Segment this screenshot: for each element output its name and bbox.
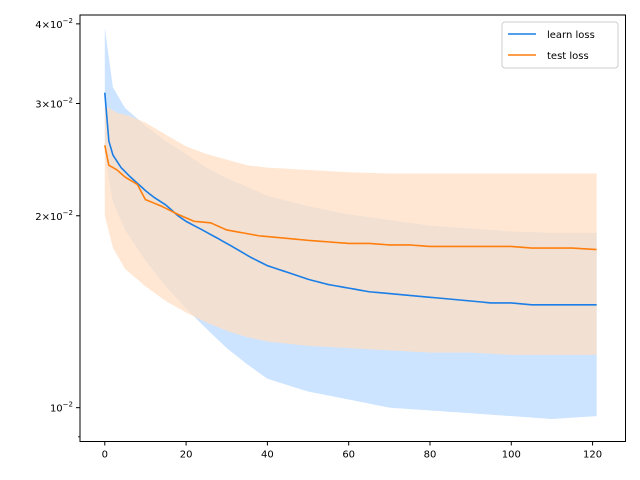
x-tick-label: 100 xyxy=(502,450,521,461)
y-tick-label: 2×10−2 xyxy=(35,209,73,223)
x-tick-label: 0 xyxy=(102,450,108,461)
y-tick-label: 3×10−2 xyxy=(35,97,73,111)
confidence-bands xyxy=(104,28,597,419)
learn-loss-legend-label: learn loss xyxy=(547,30,595,41)
y-tick-label: 10−2 xyxy=(50,401,73,415)
learn-loss-line xyxy=(104,92,597,306)
x-tick-label: 40 xyxy=(261,450,274,461)
test-loss-legend-label: test loss xyxy=(547,51,589,62)
x-tick-label: 80 xyxy=(424,450,437,461)
series-lines xyxy=(104,92,597,306)
test-loss-band xyxy=(104,105,597,355)
y-tick-label: 4×10−2 xyxy=(35,17,73,31)
test-loss-line xyxy=(104,145,597,251)
legend: learn loss test loss xyxy=(501,21,619,69)
y-axis-ticks: 10−2 2×10−2 3×10−2 4×10−2 xyxy=(35,17,80,438)
x-tick-label: 20 xyxy=(180,450,193,461)
x-axis-ticks: 0 20 40 60 80 100 120 xyxy=(102,441,602,461)
axes-frame xyxy=(79,14,626,442)
x-tick-label: 120 xyxy=(583,450,602,461)
x-tick-label: 60 xyxy=(342,450,355,461)
